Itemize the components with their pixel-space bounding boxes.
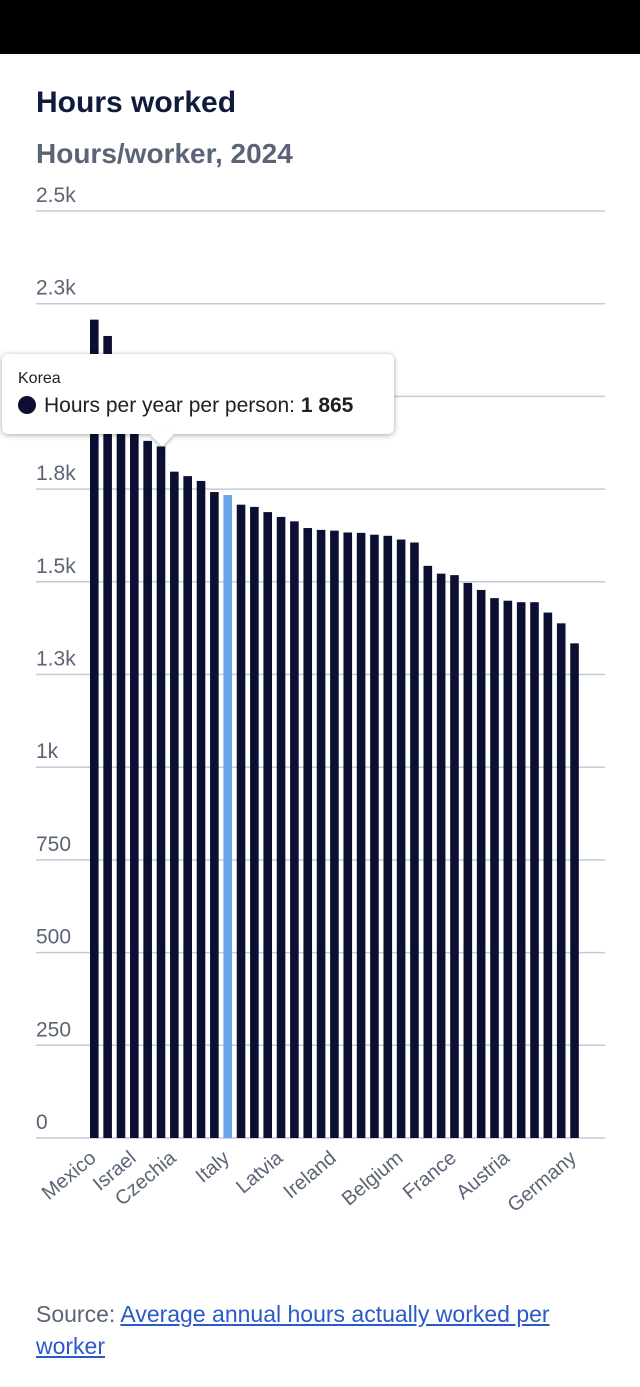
bar[interactable] [130,433,139,1139]
bar[interactable] [396,539,406,1138]
x-category-label: Latvia [232,1146,288,1198]
y-tick-label: 2.5k [36,184,76,207]
tooltip-row: Hours per year per person: 1 865 [18,394,353,418]
bar[interactable] [410,542,419,1138]
y-tick-label: 1k [36,740,59,763]
bar[interactable] [236,504,246,1139]
x-category-label: Ireland [280,1147,341,1203]
bar[interactable] [570,643,579,1138]
bar[interactable] [383,535,393,1138]
source-prefix: Source: [36,1301,116,1327]
bar[interactable] [530,602,539,1138]
bar[interactable] [556,623,566,1138]
bar[interactable] [156,446,166,1138]
bar[interactable] [516,602,526,1138]
status-bar [0,0,640,54]
chart-title: Hours worked [36,86,237,119]
bar[interactable] [276,516,286,1138]
bar[interactable] [450,575,459,1138]
bar[interactable] [196,480,206,1139]
x-category-label: Belgium [338,1147,408,1210]
bar[interactable] [210,492,219,1138]
bar[interactable] [103,335,112,1138]
chart-subtitle: Hours/worker, 2024 [36,138,293,169]
y-tick-label: 1.3k [36,648,76,671]
x-category-label: Germany [504,1147,581,1217]
y-tick-label: 750 [36,833,71,856]
y-tick-label: 500 [36,926,71,949]
bar[interactable] [343,532,353,1138]
bar[interactable] [543,612,553,1138]
y-tick-label: 250 [36,1018,71,1041]
bar[interactable] [143,440,152,1138]
bar[interactable] [330,530,339,1138]
y-tick-label: 1.5k [36,555,76,578]
bar[interactable] [356,532,366,1138]
bar[interactable] [90,319,99,1138]
bars [90,319,579,1139]
source-note: Source: Average annual hours actually wo… [36,1298,596,1362]
bar[interactable] [290,521,299,1138]
x-category-label: France [399,1147,461,1204]
source-link[interactable]: Average annual hours actually worked per… [36,1301,550,1359]
tooltip-value: 1 865 [300,394,354,417]
bar[interactable] [370,534,379,1138]
bar[interactable] [223,495,232,1138]
bar[interactable] [476,589,486,1138]
tooltip-metric: Hours per year per person: [44,394,295,417]
x-category-label: Italy [192,1147,234,1187]
bar[interactable] [250,506,259,1138]
bar[interactable] [503,600,513,1138]
y-tick-label: 1.8k [36,462,76,485]
chart-tooltip: Korea Hours per year per person: 1 865 [2,354,394,434]
tooltip-country: Korea [18,370,61,387]
series-dot-icon [18,396,36,414]
y-tick-label: 0 [36,1111,48,1134]
bar[interactable] [436,573,446,1138]
bar[interactable] [183,476,192,1138]
x-category-label: Austria [452,1146,514,1203]
bar[interactable] [316,529,326,1138]
bar[interactable] [463,582,473,1138]
bar[interactable] [263,512,273,1138]
bar[interactable] [116,396,126,1138]
bar[interactable] [423,565,433,1138]
bar[interactable] [303,528,313,1138]
y-tick-label: 2.3k [36,277,76,300]
bar[interactable] [170,471,179,1139]
bar[interactable] [490,598,499,1138]
